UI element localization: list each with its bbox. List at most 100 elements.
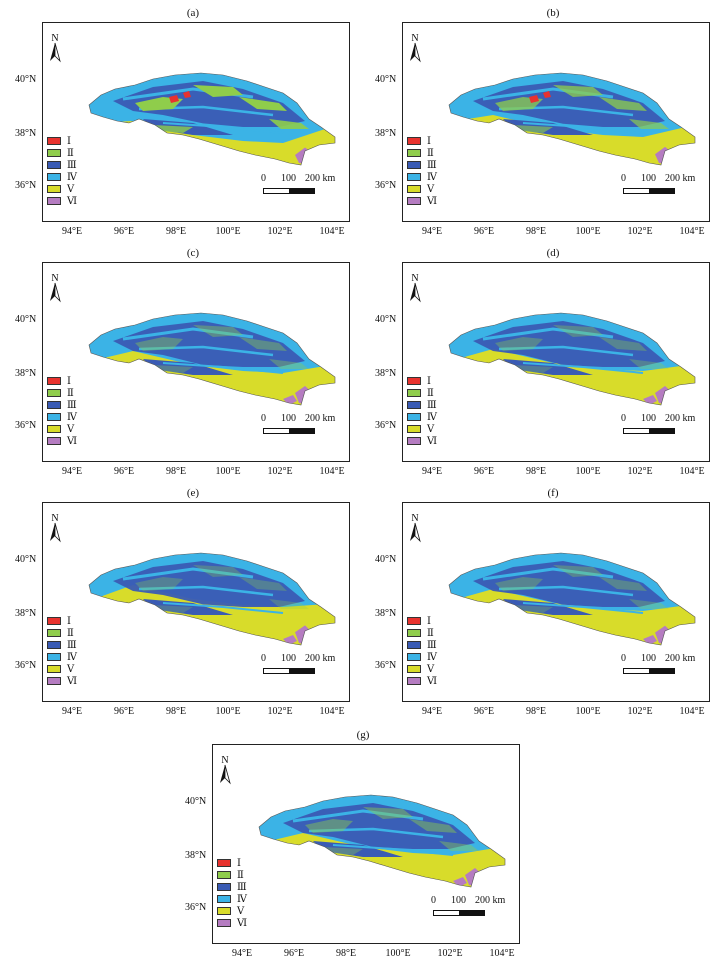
legend-item: Ⅲ [407,639,437,651]
legend-label: Ⅰ [427,135,431,147]
legend-swatch [407,377,421,385]
panel-label: (d) [546,247,560,259]
legend-item: Ⅴ [47,423,77,435]
svg-text:N: N [411,513,418,524]
scale-tick-0: 0 [621,173,626,184]
legend-label: Ⅱ [427,147,434,159]
scale-bar: 0 100 200 km [431,895,513,921]
lat-label: 38°N [15,128,37,139]
legend-label: Ⅴ [427,183,435,195]
lat-label: 36°N [375,660,397,671]
lat-label: 38°N [15,368,37,379]
scale-bar-graphic [623,188,675,194]
lat-label: 40°N [15,554,37,565]
legend-swatch [47,629,61,637]
lat-label: 36°N [375,180,397,191]
lon-label: 102°E [267,466,293,477]
lon-label: 100°E [575,466,601,477]
legend-item: Ⅰ [407,135,437,147]
legend-item: Ⅲ [47,159,77,171]
legend-item: Ⅵ [407,675,437,687]
lon-label: 104°E [679,466,705,477]
lon-label: 94°E [421,226,443,237]
lon-label: 102°E [267,706,293,717]
scale-bar: 0 100 200 km [261,413,343,439]
legend-swatch [47,377,61,385]
scale-tick-200: 200 km [305,653,336,664]
legend-label: Ⅵ [237,917,248,929]
legend-label: Ⅳ [427,411,437,423]
legend-swatch [47,617,61,625]
map-svg [258,794,506,888]
lon-label: 98°E [525,466,547,477]
legend-item: Ⅲ [407,399,437,411]
lat-label: 40°N [15,314,37,325]
legend-item: Ⅱ [47,627,77,639]
legend-item: Ⅳ [47,651,77,663]
legend-label: Ⅰ [67,135,71,147]
legend-item: Ⅱ [217,869,247,881]
legend-label: Ⅲ [67,159,77,171]
legend-swatch [407,617,421,625]
legend-swatch [407,161,421,169]
legend-item: Ⅱ [47,147,77,159]
north-arrow-icon: N [50,273,61,303]
lon-label: 104°E [319,706,345,717]
lon-label: 96°E [473,226,495,237]
scale-tick-0: 0 [261,173,266,184]
scale-tick-100: 100 [641,413,656,424]
panel-label: (g) [356,729,370,741]
legend-item: Ⅱ [47,387,77,399]
lat-label: 38°N [375,368,397,379]
legend-label: Ⅰ [427,615,431,627]
scale-tick-0: 0 [261,653,266,664]
lon-label: 98°E [165,466,187,477]
scale-bar-graphic [263,188,315,194]
map-svg [448,552,696,646]
scale-tick-0: 0 [431,895,436,906]
legend-item: Ⅱ [407,627,437,639]
lat-label: 36°N [15,180,37,191]
legend-label: Ⅱ [67,147,74,159]
scale-bar: 0 100 200 km [261,173,343,199]
legend-label: Ⅳ [427,651,437,663]
lon-label: 94°E [421,706,443,717]
legend-swatch [407,185,421,193]
legend-swatch [217,919,231,927]
legend-swatch [47,137,61,145]
legend-swatch [47,437,61,445]
scale-bar: 0 100 200 km [621,173,703,199]
legend-swatch [407,425,421,433]
lon-label: 100°E [215,466,241,477]
map-svg [88,552,336,646]
legend-item: Ⅵ [407,195,437,207]
legend-swatch [407,173,421,181]
legend-swatch [407,413,421,421]
legend-item: Ⅲ [47,399,77,411]
scale-bar-graphic [263,428,315,434]
legend-swatch [47,425,61,433]
legend-label: Ⅱ [427,627,434,639]
scale-bar: 0 100 200 km [261,653,343,679]
legend-label: Ⅱ [67,387,74,399]
legend-label: Ⅰ [237,857,241,869]
legend-label: Ⅲ [427,159,437,171]
legend-item: Ⅴ [217,905,247,917]
legend-label: Ⅲ [427,639,437,651]
lon-label: 98°E [165,226,187,237]
scale-tick-100: 100 [641,173,656,184]
legend-swatch [47,173,61,181]
legend-swatch [47,413,61,421]
legend-label: Ⅳ [427,171,437,183]
